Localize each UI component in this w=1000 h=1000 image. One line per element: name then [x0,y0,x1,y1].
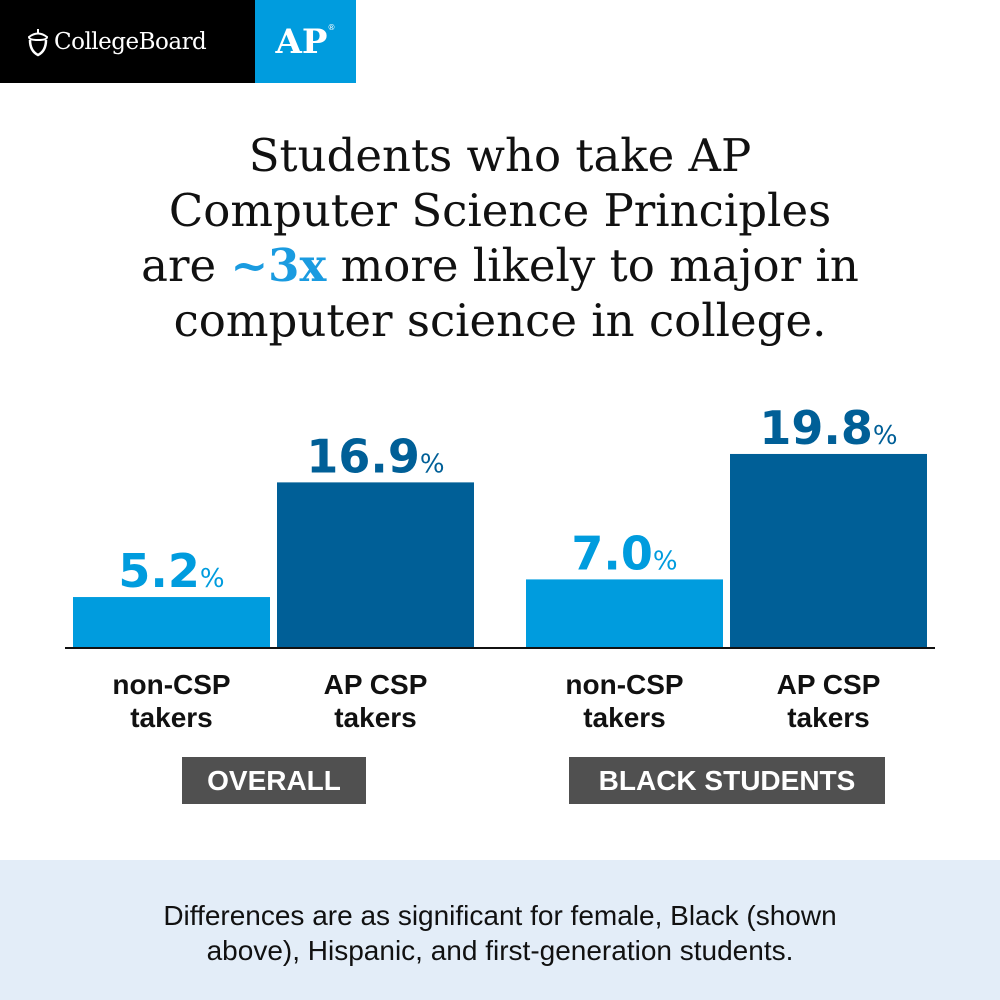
category-label: AP CSP takers [276,668,476,734]
headline-text: are [141,239,231,292]
category-label-line: AP CSP [323,669,428,700]
category-label-line: AP CSP [776,669,881,700]
headline-text: more likely to major in [326,239,859,292]
data-label: 16.9% [306,429,444,483]
college-board-wordmark: CollegeBoard [54,28,207,55]
headline: Students who take AP Computer Science Pr… [0,128,1000,348]
headline-line: Students who take AP [248,129,752,182]
bar [73,597,270,648]
footer-line: above), Hispanic, and first-generation s… [206,935,794,966]
headline-line: Computer Science Principles [168,184,832,237]
ap-wordmark: AP [275,21,328,62]
bar [730,453,927,648]
bar [277,482,474,648]
data-label: 19.8% [759,401,897,455]
headline-line: are ~3x more likely to major in [0,238,1000,293]
headline-accent: ~3x [230,239,327,292]
ap-logo: AP ® [255,0,356,83]
category-label: non-CSP takers [72,668,272,734]
category-label-line: takers [130,702,213,733]
category-label-line: non-CSP [112,669,231,700]
group-label-black-students: BLACK STUDENTS [569,757,885,804]
data-label: 5.2% [118,544,224,598]
group-label-overall: OVERALL [182,757,366,804]
headline-line: computer science in college. [173,294,827,347]
category-label-line: takers [583,702,666,733]
category-label-line: takers [334,702,417,733]
bar-chart: 5.2% 16.9% 7.0% 19.8% [65,401,935,649]
category-label: AP CSP takers [729,668,929,734]
bar [526,579,723,648]
registered-mark: ® [327,23,336,32]
data-label: 7.0% [571,526,677,580]
college-board-logo: CollegeBoard [0,0,255,83]
category-label: non-CSP takers [525,668,725,734]
category-label-line: takers [787,702,870,733]
category-label-line: non-CSP [565,669,684,700]
acorn-icon [27,28,49,56]
footer-line: Differences are as significant for femal… [163,900,837,931]
footer-note: Differences are as significant for femal… [0,860,1000,1000]
